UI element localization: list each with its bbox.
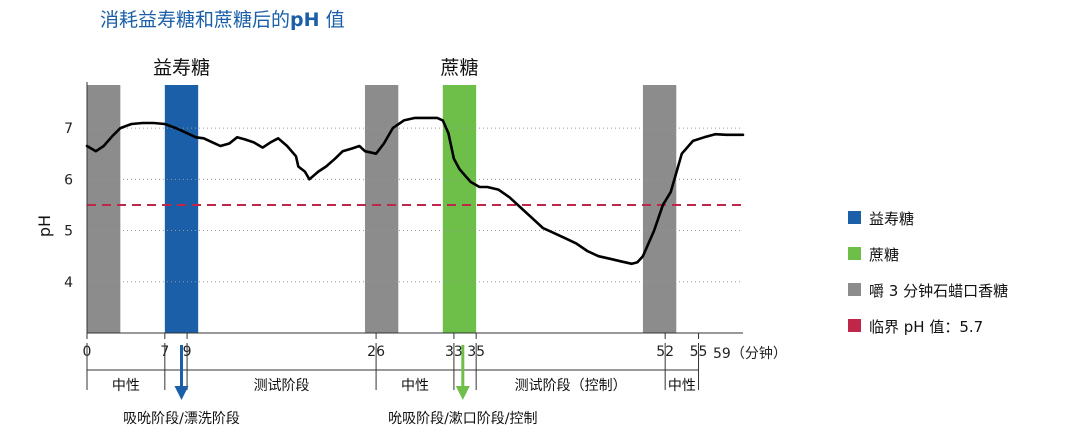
arrow-head bbox=[455, 386, 470, 400]
y-tick-label: 5 bbox=[64, 224, 73, 240]
band-xylitol bbox=[164, 85, 199, 333]
legend-label: 蔗糖 bbox=[869, 246, 899, 264]
chart-title-suffix: 值 bbox=[320, 9, 345, 31]
y-tick-label: 4 bbox=[64, 275, 73, 291]
band-label: 蔗糖 bbox=[440, 57, 478, 79]
band-sucrose bbox=[442, 85, 477, 333]
chart-title-prefix: 消耗益寿糖和蔗糖后的 bbox=[100, 9, 290, 31]
chart-title-bold: pH bbox=[290, 9, 320, 31]
line-layer bbox=[85, 116, 745, 266]
y-tick-label: 6 bbox=[64, 172, 73, 188]
ph-series-line bbox=[85, 116, 745, 266]
arrow-head bbox=[174, 386, 189, 400]
legend-label: 临界 pH 值：5.7 bbox=[869, 318, 983, 336]
phase-label: 测试阶段 bbox=[254, 378, 310, 394]
band-gum bbox=[364, 85, 399, 333]
band-gum bbox=[87, 85, 121, 333]
legend-swatch bbox=[848, 211, 861, 224]
phase-label: 测试阶段（控制） bbox=[515, 378, 627, 394]
band-layer: 益寿糖 蔗糖 bbox=[87, 57, 677, 333]
phase-label: 中性 bbox=[668, 378, 696, 394]
phase-label: 中性 bbox=[112, 378, 140, 394]
legend-swatch bbox=[848, 283, 861, 296]
legend-label: 嚼 3 分钟石蜡口香糖 bbox=[869, 282, 1008, 300]
grid-layer bbox=[87, 127, 747, 283]
band-gum bbox=[642, 85, 677, 333]
legend-swatch bbox=[848, 319, 861, 332]
y-axis-label: pH bbox=[35, 215, 54, 237]
y-tick-label: 7 bbox=[64, 121, 73, 137]
phase-label: 中性 bbox=[401, 378, 429, 394]
x-end-label: 59（分钟） bbox=[713, 345, 787, 362]
legend-label: 益寿糖 bbox=[869, 210, 914, 228]
arrow-caption: 吮吸阶段/漱口阶段/控制 bbox=[388, 411, 537, 427]
arrow-caption: 吸吮阶段/漂洗阶段 bbox=[123, 411, 240, 427]
chart-title: 消耗益寿糖和蔗糖后的pH 值 bbox=[100, 9, 345, 31]
legend-swatch bbox=[848, 247, 861, 260]
band-label: 益寿糖 bbox=[153, 57, 210, 79]
